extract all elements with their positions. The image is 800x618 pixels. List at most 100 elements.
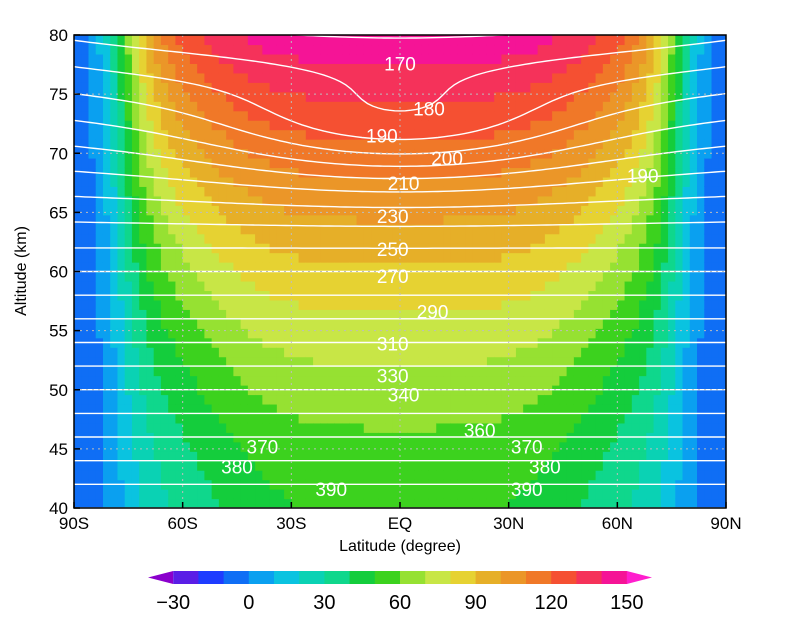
field-cell bbox=[559, 186, 568, 197]
field-cell bbox=[182, 271, 191, 282]
field-cell bbox=[544, 318, 553, 329]
field-cell bbox=[247, 489, 256, 500]
field-cell bbox=[305, 347, 314, 358]
field-cell bbox=[573, 205, 582, 216]
field-cell bbox=[313, 176, 321, 187]
field-cell bbox=[428, 262, 437, 273]
field-cell bbox=[139, 252, 148, 263]
field-cell bbox=[581, 318, 589, 329]
field-cell bbox=[697, 280, 705, 292]
field-cell bbox=[660, 101, 669, 112]
field-cell bbox=[327, 299, 336, 310]
field-cell bbox=[421, 451, 430, 462]
field-cell bbox=[139, 53, 148, 64]
field-cell bbox=[697, 214, 705, 225]
field-cell bbox=[240, 148, 249, 159]
field-cell bbox=[313, 328, 321, 339]
field-cell bbox=[501, 328, 510, 339]
field-cell bbox=[559, 176, 568, 187]
field-cell bbox=[653, 356, 662, 367]
field-cell bbox=[523, 176, 531, 187]
field-cell bbox=[436, 72, 445, 83]
field-cell bbox=[450, 214, 459, 225]
field-cell bbox=[102, 441, 111, 452]
field-cell bbox=[428, 195, 437, 206]
field-cell bbox=[494, 224, 503, 235]
field-cell bbox=[74, 176, 82, 187]
field-cell bbox=[117, 139, 126, 150]
field-cell bbox=[226, 129, 234, 140]
field-cell bbox=[537, 139, 546, 150]
field-cell bbox=[624, 167, 633, 178]
field-cell bbox=[639, 299, 647, 310]
field-cell bbox=[494, 489, 503, 500]
field-cell bbox=[175, 403, 184, 414]
field-cell bbox=[436, 318, 445, 329]
field-cell bbox=[102, 35, 111, 46]
field-cell bbox=[110, 262, 119, 273]
field-cell bbox=[342, 309, 350, 320]
field-cell bbox=[617, 44, 626, 55]
field-cell bbox=[240, 422, 249, 433]
field-cell bbox=[327, 347, 336, 358]
field-cell bbox=[356, 233, 365, 244]
field-cell bbox=[378, 120, 387, 131]
field-cell bbox=[588, 470, 597, 481]
field-cell bbox=[682, 44, 691, 55]
field-cell bbox=[327, 44, 336, 55]
field-cell bbox=[378, 299, 387, 310]
field-cell bbox=[276, 205, 285, 216]
field-cell bbox=[414, 262, 423, 273]
field-cell bbox=[501, 422, 510, 433]
field-cell bbox=[262, 309, 271, 320]
field-cell bbox=[465, 63, 474, 74]
field-cell bbox=[421, 262, 430, 273]
field-cell bbox=[392, 72, 401, 83]
field-cell bbox=[81, 498, 90, 508]
field-cell bbox=[211, 44, 220, 55]
field-cell bbox=[146, 470, 155, 481]
field-cell bbox=[218, 403, 227, 414]
field-cell bbox=[689, 205, 698, 216]
field-cell bbox=[233, 262, 242, 273]
field-cell bbox=[624, 139, 633, 150]
field-cell bbox=[262, 356, 271, 367]
field-cell bbox=[342, 318, 350, 329]
field-cell bbox=[211, 91, 220, 102]
field-cell bbox=[400, 280, 408, 292]
field-cell bbox=[262, 167, 271, 178]
field-cell bbox=[211, 460, 220, 471]
field-cell bbox=[124, 167, 133, 178]
field-cell bbox=[428, 214, 437, 225]
field-cell bbox=[124, 299, 133, 310]
field-cell bbox=[233, 186, 242, 197]
field-cell bbox=[436, 262, 445, 273]
field-cell bbox=[363, 413, 372, 424]
field-cell bbox=[189, 347, 198, 358]
field-cell bbox=[428, 101, 437, 112]
field-cell bbox=[407, 328, 416, 339]
field-cell bbox=[371, 63, 379, 74]
field-cell bbox=[117, 120, 126, 131]
field-cell bbox=[486, 186, 495, 197]
field-cell bbox=[646, 214, 655, 225]
field-cell bbox=[573, 356, 582, 367]
field-cell bbox=[450, 72, 459, 83]
field-cell bbox=[305, 366, 314, 377]
field-cell bbox=[327, 394, 336, 405]
field-cell bbox=[378, 195, 387, 206]
field-cell bbox=[704, 280, 713, 292]
field-cell bbox=[233, 489, 242, 500]
field-cell bbox=[110, 205, 119, 216]
field-cell bbox=[356, 252, 365, 263]
field-cell bbox=[479, 252, 488, 263]
field-cell bbox=[146, 167, 155, 178]
field-cell bbox=[610, 157, 618, 169]
field-cell bbox=[523, 318, 531, 329]
field-cell bbox=[421, 63, 430, 74]
field-cell bbox=[624, 176, 633, 187]
field-cell bbox=[226, 441, 234, 452]
field-cell bbox=[211, 366, 220, 377]
field-cell bbox=[450, 441, 459, 452]
field-cell bbox=[573, 318, 582, 329]
